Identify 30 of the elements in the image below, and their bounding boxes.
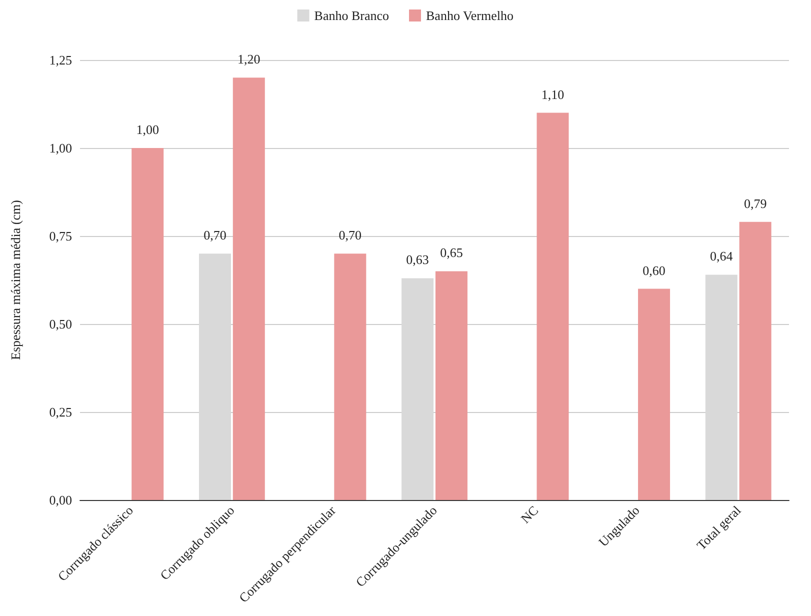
y-tick-label: 1,00 — [49, 140, 72, 156]
legend-label: Banho Branco — [314, 8, 390, 23]
bar — [402, 278, 434, 500]
data-label: 0,70 — [338, 228, 362, 243]
y-axis-title: Espessura máxima média (cm) — [8, 200, 23, 360]
x-tick-label: NC — [518, 502, 542, 526]
data-label: 0,64 — [710, 248, 734, 264]
data-label: 0,63 — [406, 252, 429, 268]
bar — [232, 78, 265, 500]
y-tick-label: 1,25 — [49, 52, 72, 68]
bar — [334, 254, 366, 500]
y-tick-label: 0,00 — [49, 492, 72, 508]
bar — [638, 288, 670, 500]
data-label: 0,70 — [204, 228, 226, 243]
bar — [198, 254, 231, 500]
legend-label: Banho Vermelho — [426, 8, 514, 23]
y-tick-label: 0,75 — [49, 228, 72, 244]
data-label: 1,20 — [238, 52, 260, 67]
data-label: 0,65 — [440, 245, 463, 260]
bar — [132, 148, 164, 500]
data-label: 0,79 — [744, 196, 767, 211]
bar — [536, 112, 569, 500]
data-label: 0,60 — [642, 262, 666, 278]
data-label: 1,00 — [136, 122, 159, 137]
bar — [705, 274, 738, 500]
data-label: 1,10 — [541, 86, 564, 102]
bar — [435, 271, 468, 500]
bar — [739, 222, 772, 500]
y-tick-label: 0,50 — [49, 316, 72, 332]
y-tick-label: 0,25 — [49, 404, 72, 420]
